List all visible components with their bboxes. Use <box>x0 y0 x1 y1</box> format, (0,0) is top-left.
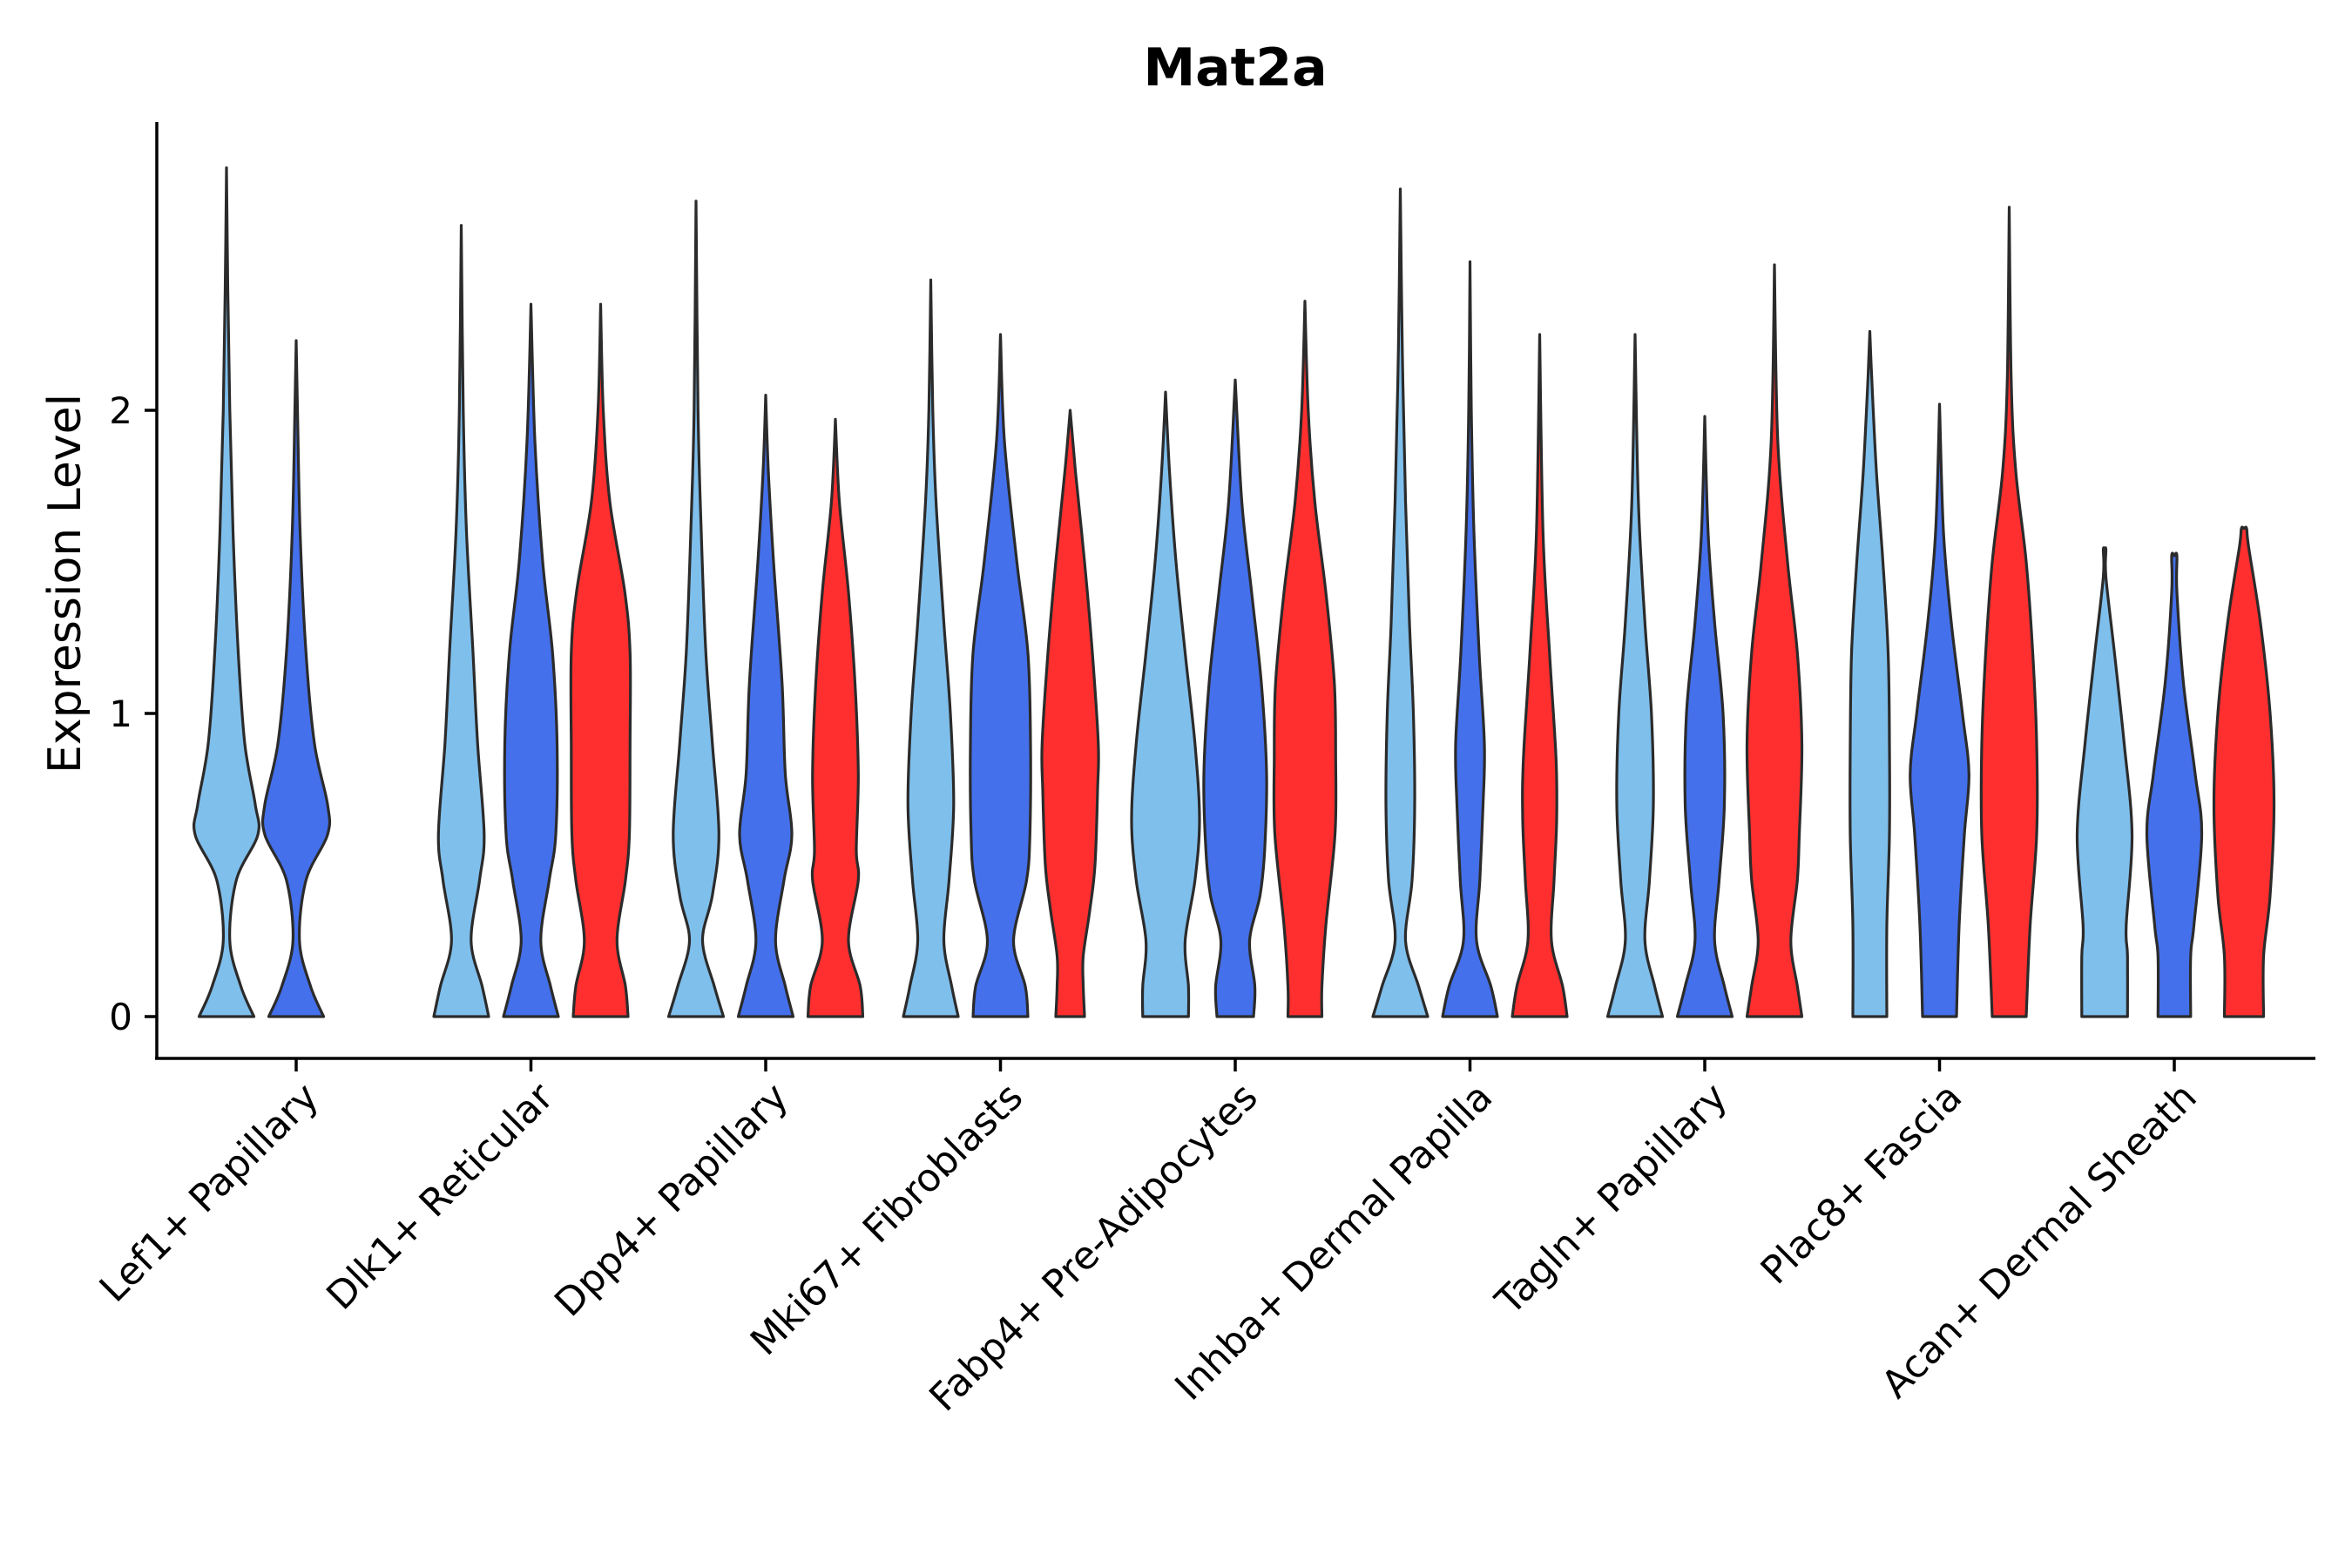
violin-dpp4-papillary-group-blue <box>736 394 795 1018</box>
x-tick-label: Plac8+ Fascia <box>1753 1075 1971 1294</box>
violin-dpp4-papillary-group-light-blue <box>666 199 726 1018</box>
violin-tagln-papillary-group-light-blue <box>1605 333 1665 1018</box>
violin-dpp4-papillary-group-red <box>806 417 865 1018</box>
violin-mki67-fibroblasts-group-light-blue <box>902 278 960 1018</box>
violin-tagln-papillary-group-blue <box>1675 415 1734 1018</box>
y-ticks: 0 1 2 <box>109 389 157 1038</box>
x-tick-label: Dlk1+ Reticular <box>318 1074 563 1319</box>
violins-layer <box>192 166 2276 1018</box>
violin-fabp4-pre-adipocytes-group-blue <box>1202 378 1268 1018</box>
violin-lef1-papillary-group-blue <box>260 339 332 1018</box>
violin-inhba-dermal-papilla-group-light-blue <box>1371 187 1429 1018</box>
y-tick-label-1: 1 <box>109 693 132 735</box>
violin-dlk1-reticular-group-blue <box>502 302 560 1018</box>
violin-plac8-fascia-group-light-blue <box>1848 329 1891 1018</box>
violin-plac8-fascia-group-blue <box>1909 402 1970 1018</box>
violin-inhba-dermal-papilla-group-blue <box>1441 260 1499 1018</box>
x-tick-label: Tagln+ Papillary <box>1487 1075 1736 1324</box>
violin-inhba-dermal-papilla-group-red <box>1511 333 1569 1018</box>
violin-dlk1-reticular-group-light-blue <box>432 224 490 1018</box>
violin-plac8-fascia-group-red <box>1979 206 2039 1018</box>
y-tick-label-2: 2 <box>109 389 132 432</box>
violin-fabp4-pre-adipocytes-group-red <box>1272 300 1338 1018</box>
violin-acan-dermal-sheath-group-blue <box>2145 551 2204 1018</box>
violin-mki67-fibroblasts-group-red <box>1040 409 1100 1018</box>
violin-acan-dermal-sheath-group-light-blue <box>2075 546 2134 1018</box>
x-tick-label: Lef1+ Papillary <box>91 1075 328 1311</box>
violin-tagln-papillary-group-red <box>1745 263 1804 1018</box>
violin-mki67-fibroblasts-group-blue <box>969 333 1032 1018</box>
x-tick-label: Dpp4+ Papillary <box>546 1075 797 1326</box>
y-tick-label-0: 0 <box>109 996 132 1038</box>
violin-fabp4-pre-adipocytes-group-light-blue <box>1130 390 1201 1018</box>
chart-title: Mat2a <box>1143 37 1327 98</box>
violin-acan-dermal-sheath-group-red <box>2212 525 2276 1018</box>
y-axis-label: Expression Level <box>39 394 91 774</box>
violin-lef1-papillary-group-light-blue <box>192 166 261 1018</box>
violin-dlk1-reticular-group-red <box>569 302 632 1018</box>
